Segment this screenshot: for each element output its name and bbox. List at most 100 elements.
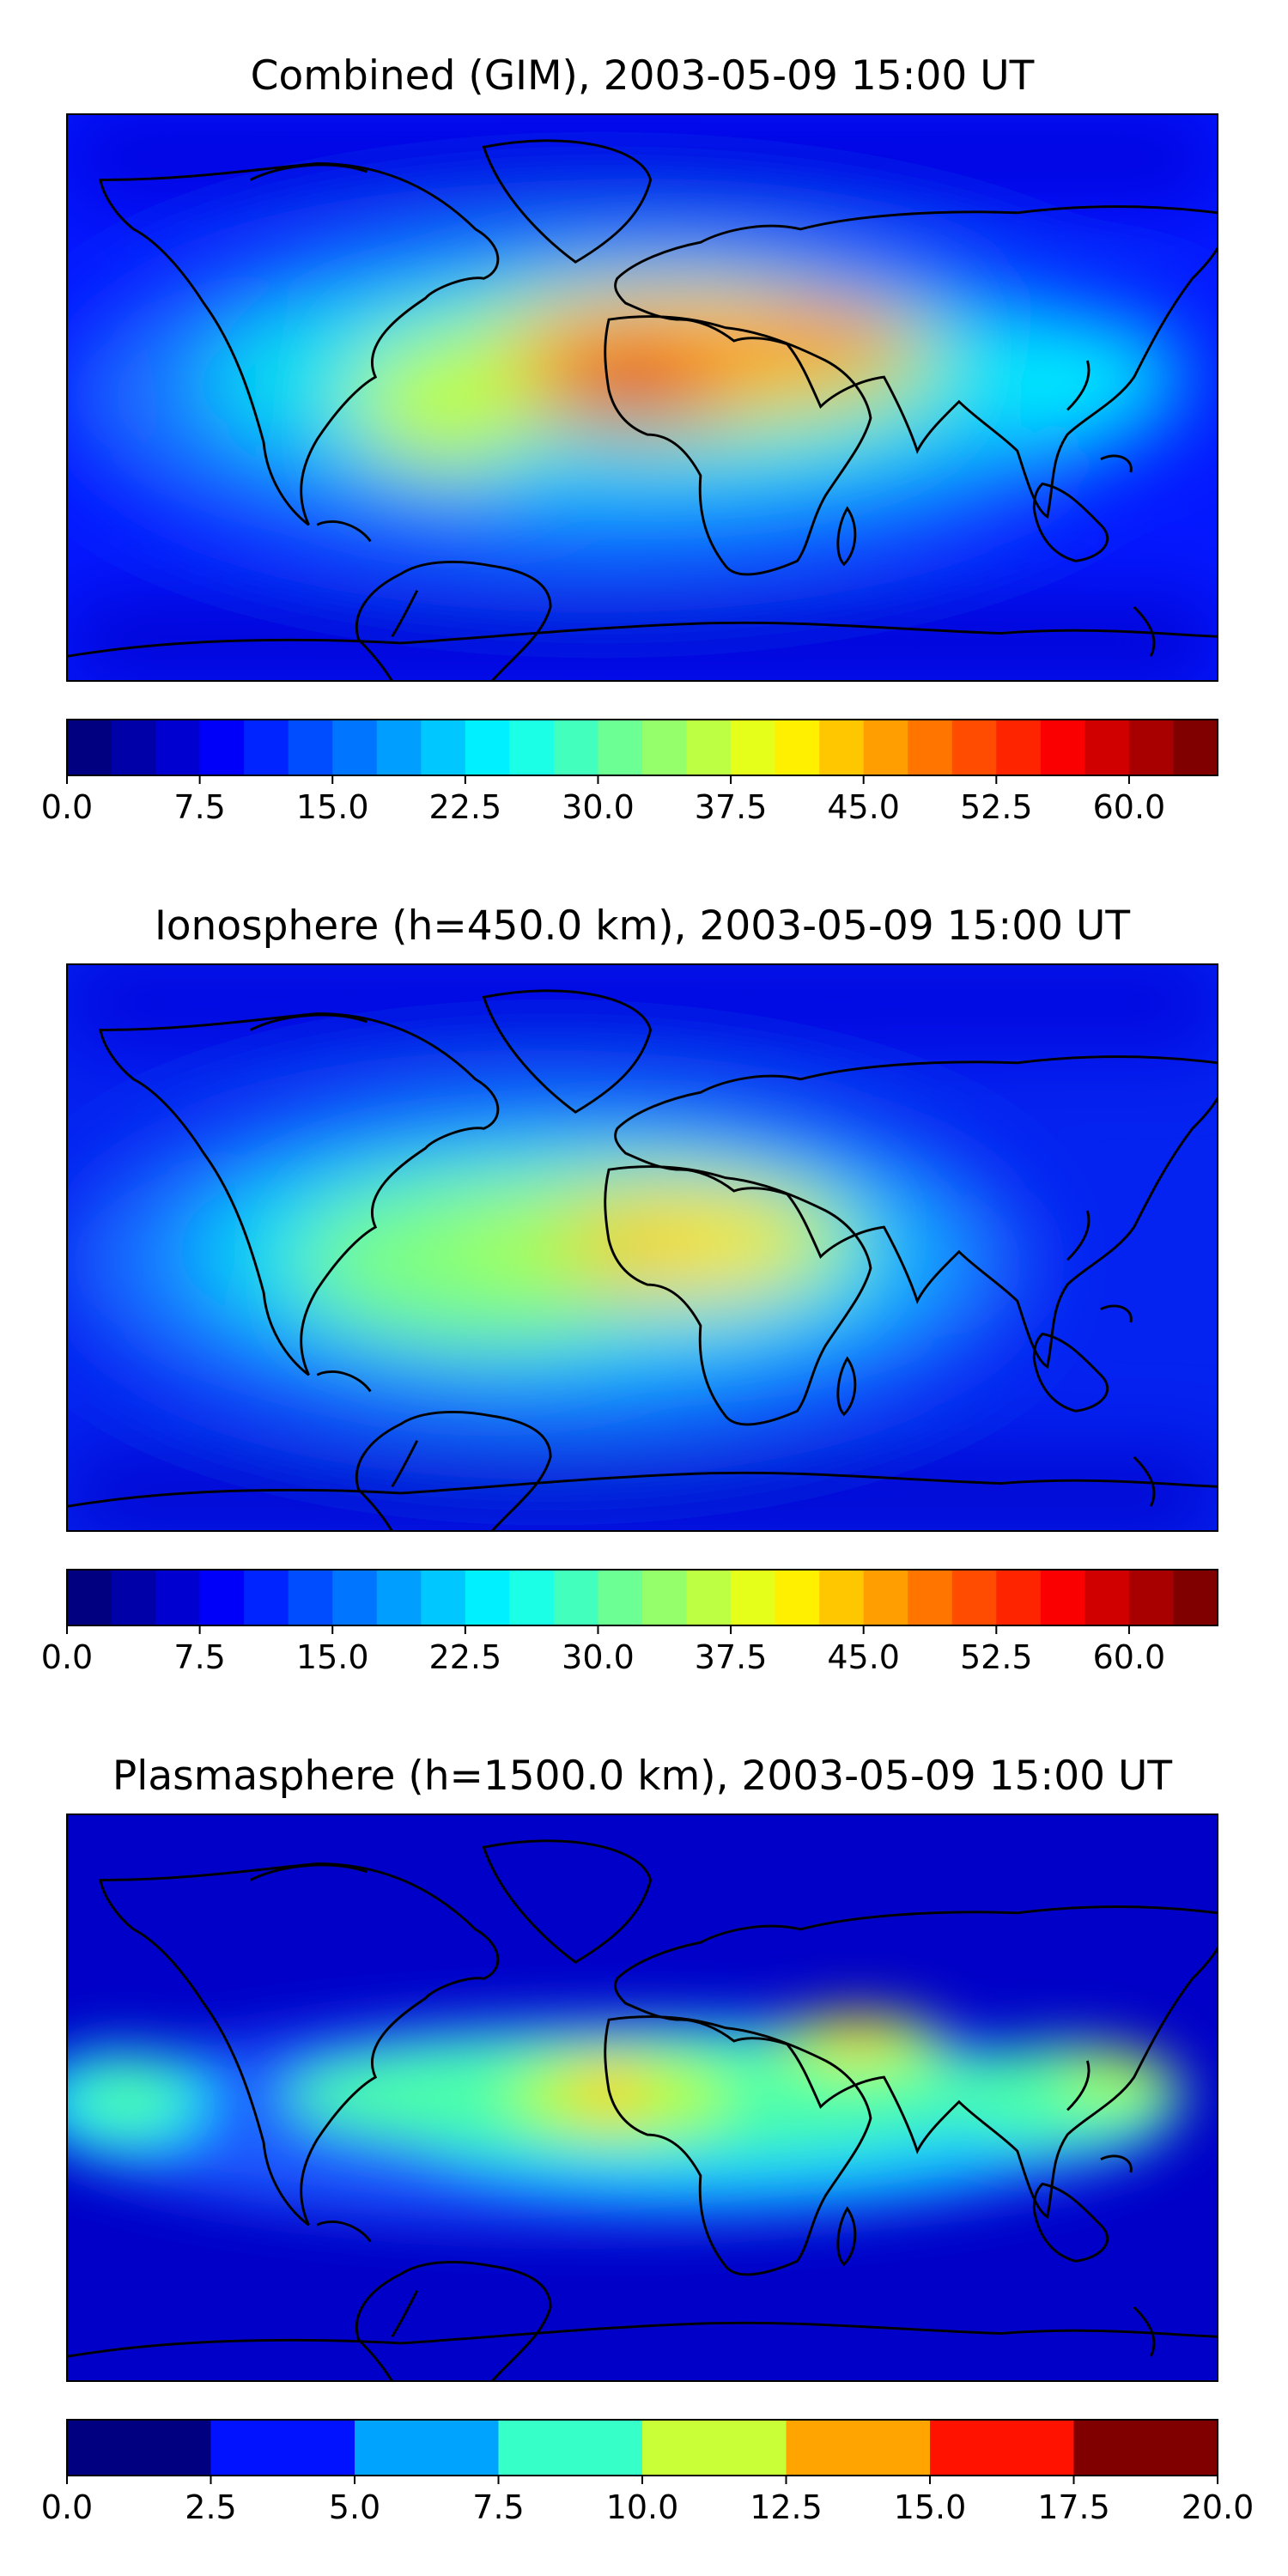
colorbar-swatch xyxy=(951,720,997,775)
colorbar-tick-label: 15.0 xyxy=(894,2488,967,2526)
colorbar-swatch xyxy=(465,1570,510,1625)
colorbar-swatch xyxy=(1128,720,1175,775)
colorbar-tick-label: 7.5 xyxy=(173,1638,225,1676)
colorbar-swatch xyxy=(498,2420,643,2476)
colorbar-swatch xyxy=(731,1570,776,1625)
colorbar-tick-label: 0.0 xyxy=(41,1638,93,1676)
colorbar-swatch xyxy=(819,720,865,775)
colorbar-swatch xyxy=(421,720,466,775)
colorbar-ticks: 0.0 7.5 15.0 22.5 30.0 37.5 45.0 52.5 60.0 xyxy=(41,1625,1165,1676)
colorbar-swatch xyxy=(1084,1570,1130,1625)
colorbar-swatch xyxy=(863,720,908,775)
colorbar-swatch xyxy=(509,1570,555,1625)
colorbar-swatch xyxy=(199,1570,245,1625)
colorbar-tick-label: 2.5 xyxy=(185,2488,236,2526)
colorbar-tick-label: 37.5 xyxy=(695,788,768,826)
colorbar-swatch xyxy=(332,720,378,775)
map-frame xyxy=(66,1814,1218,2382)
colorbar-swatch xyxy=(67,1570,112,1625)
colorbar-tick-label: 15.0 xyxy=(296,1638,369,1676)
colorbar-tick-label: 17.5 xyxy=(1037,2488,1110,2526)
colorbar-swatch xyxy=(775,720,820,775)
colorbar-tick-label: 22.5 xyxy=(429,1638,502,1676)
colorbar-tick-label: 5.0 xyxy=(329,2488,380,2526)
colorbar-swatch xyxy=(288,720,333,775)
colorbar-swatch xyxy=(1173,1570,1218,1625)
colorbar-swatch xyxy=(199,720,245,775)
colorbar-ticks: 0.0 7.5 15.0 22.5 30.0 37.5 45.0 52.5 60.0 xyxy=(41,775,1165,826)
colorbar-swatch xyxy=(930,2420,1075,2476)
colorbar-swatch xyxy=(996,720,1042,775)
colorbar-tick-label: 12.5 xyxy=(750,2488,823,2526)
colorbar-swatch xyxy=(642,2420,787,2476)
colorbar-tick-label: 22.5 xyxy=(429,788,502,826)
colorbar: 0.0 2.5 5.0 7.5 10.0 12.5 15.0 17.5 20.0 xyxy=(41,2419,1254,2526)
map-plot xyxy=(67,964,1218,1531)
colorbar-tick-label: 30.0 xyxy=(562,788,635,826)
colorbar-swatch xyxy=(775,1570,820,1625)
colorbar-swatch xyxy=(908,720,953,775)
panel-ionosphere: Ionosphere (h=450.0 km), 2003-05-09 15:0… xyxy=(41,902,1218,1676)
colorbar-tick-label: 37.5 xyxy=(695,1638,768,1676)
colorbar-swatch xyxy=(642,1570,688,1625)
map-frame xyxy=(66,963,1218,1532)
colorbar-swatch xyxy=(111,720,156,775)
colorbar-swatch xyxy=(421,1570,466,1625)
field-contours xyxy=(67,2014,1185,2224)
colorbar-swatch xyxy=(598,1570,643,1625)
colorbar-swatch xyxy=(1040,720,1085,775)
colorbar-swatch xyxy=(642,720,688,775)
colorbar-tick-label: 7.5 xyxy=(173,788,225,826)
colorbar-swatch xyxy=(731,720,776,775)
colorbar-swatch xyxy=(1040,1570,1085,1625)
colorbar: 0.0 7.5 15.0 22.5 30.0 37.5 45.0 52.5 60.0 xyxy=(41,719,1218,826)
panel-title: Ionosphere (h=450.0 km), 2003-05-09 15:0… xyxy=(155,902,1130,950)
colorbar-swatch xyxy=(244,720,289,775)
colorbar-tick-label: 45.0 xyxy=(827,1638,900,1676)
colorbar-swatch xyxy=(996,1570,1042,1625)
field-contours xyxy=(67,114,1218,681)
colorbar-swatch xyxy=(1073,2420,1218,2476)
panel-title: Combined (GIM), 2003-05-09 15:00 UT xyxy=(251,52,1035,100)
colorbar-swatch xyxy=(598,720,643,775)
colorbar-tick-label: 52.5 xyxy=(960,788,1033,826)
colorbar-swatch xyxy=(1128,1570,1175,1625)
panel-title: Plasmasphere (h=1500.0 km), 2003-05-09 1… xyxy=(112,1753,1172,1800)
colorbar-swatch xyxy=(376,1570,422,1625)
colorbar-swatch xyxy=(686,720,732,775)
colorbar-swatch xyxy=(210,2420,355,2476)
panel-combined: Combined (GIM), 2003-05-09 15:00 UT xyxy=(41,52,1218,826)
colorbar-frame xyxy=(66,719,1218,776)
colorbar-swatch xyxy=(509,720,555,775)
map-plot xyxy=(67,1814,1218,2381)
colorbar-tick-label: 60.0 xyxy=(1093,788,1166,826)
map-plot xyxy=(67,114,1218,681)
colorbar-swatches xyxy=(67,720,1218,775)
colorbar-tick-label: 45.0 xyxy=(827,788,900,826)
colorbar-swatch xyxy=(355,2420,500,2476)
colorbar-swatch xyxy=(553,1570,599,1625)
colorbar-tick-label: 15.0 xyxy=(296,788,369,826)
colorbar-swatch xyxy=(155,720,201,775)
colorbar-swatch xyxy=(155,1570,201,1625)
colorbar-swatch xyxy=(288,1570,333,1625)
colorbar-tick-label: 60.0 xyxy=(1093,1638,1166,1676)
colorbar-swatch xyxy=(863,1570,908,1625)
colorbar-tick-label: 52.5 xyxy=(960,1638,1033,1676)
colorbar: 0.0 7.5 15.0 22.5 30.0 37.5 45.0 52.5 60.0 xyxy=(41,1569,1218,1676)
colorbar-swatch xyxy=(819,1570,865,1625)
panel-plasmasphere: Plasmasphere (h=1500.0 km), 2003-05-09 1… xyxy=(41,1753,1255,2526)
colorbar-swatch xyxy=(244,1570,289,1625)
colorbar-tick-label: 10.0 xyxy=(606,2488,679,2526)
colorbar-swatch xyxy=(1084,720,1130,775)
colorbar-swatch xyxy=(67,2420,212,2476)
colorbar-tick-label: 7.5 xyxy=(472,2488,524,2526)
colorbar-tick-label: 0.0 xyxy=(41,2488,93,2526)
colorbar-frame xyxy=(66,1569,1218,1626)
colorbar-swatch xyxy=(786,2420,931,2476)
colorbar-swatch xyxy=(465,720,510,775)
colorbar-swatch xyxy=(686,1570,732,1625)
colorbar-swatch xyxy=(1173,720,1218,775)
colorbar-swatches xyxy=(67,1570,1218,1625)
